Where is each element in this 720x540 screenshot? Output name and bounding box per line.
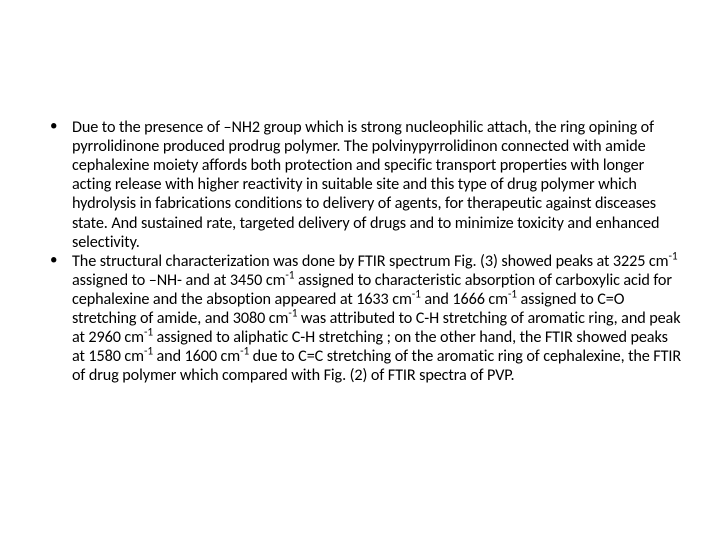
bullet-list: Due to the presence of –NH2 group which … — [36, 118, 684, 386]
bullet-text-2: The structural characterization was done… — [72, 252, 681, 386]
bullet-item-2: The structural characterization was done… — [36, 252, 684, 386]
bullet-text-1: Due to the presence of –NH2 group which … — [72, 118, 659, 252]
bullet-item-1: Due to the presence of –NH2 group which … — [36, 118, 684, 252]
slide: Due to the presence of –NH2 group which … — [0, 0, 720, 540]
